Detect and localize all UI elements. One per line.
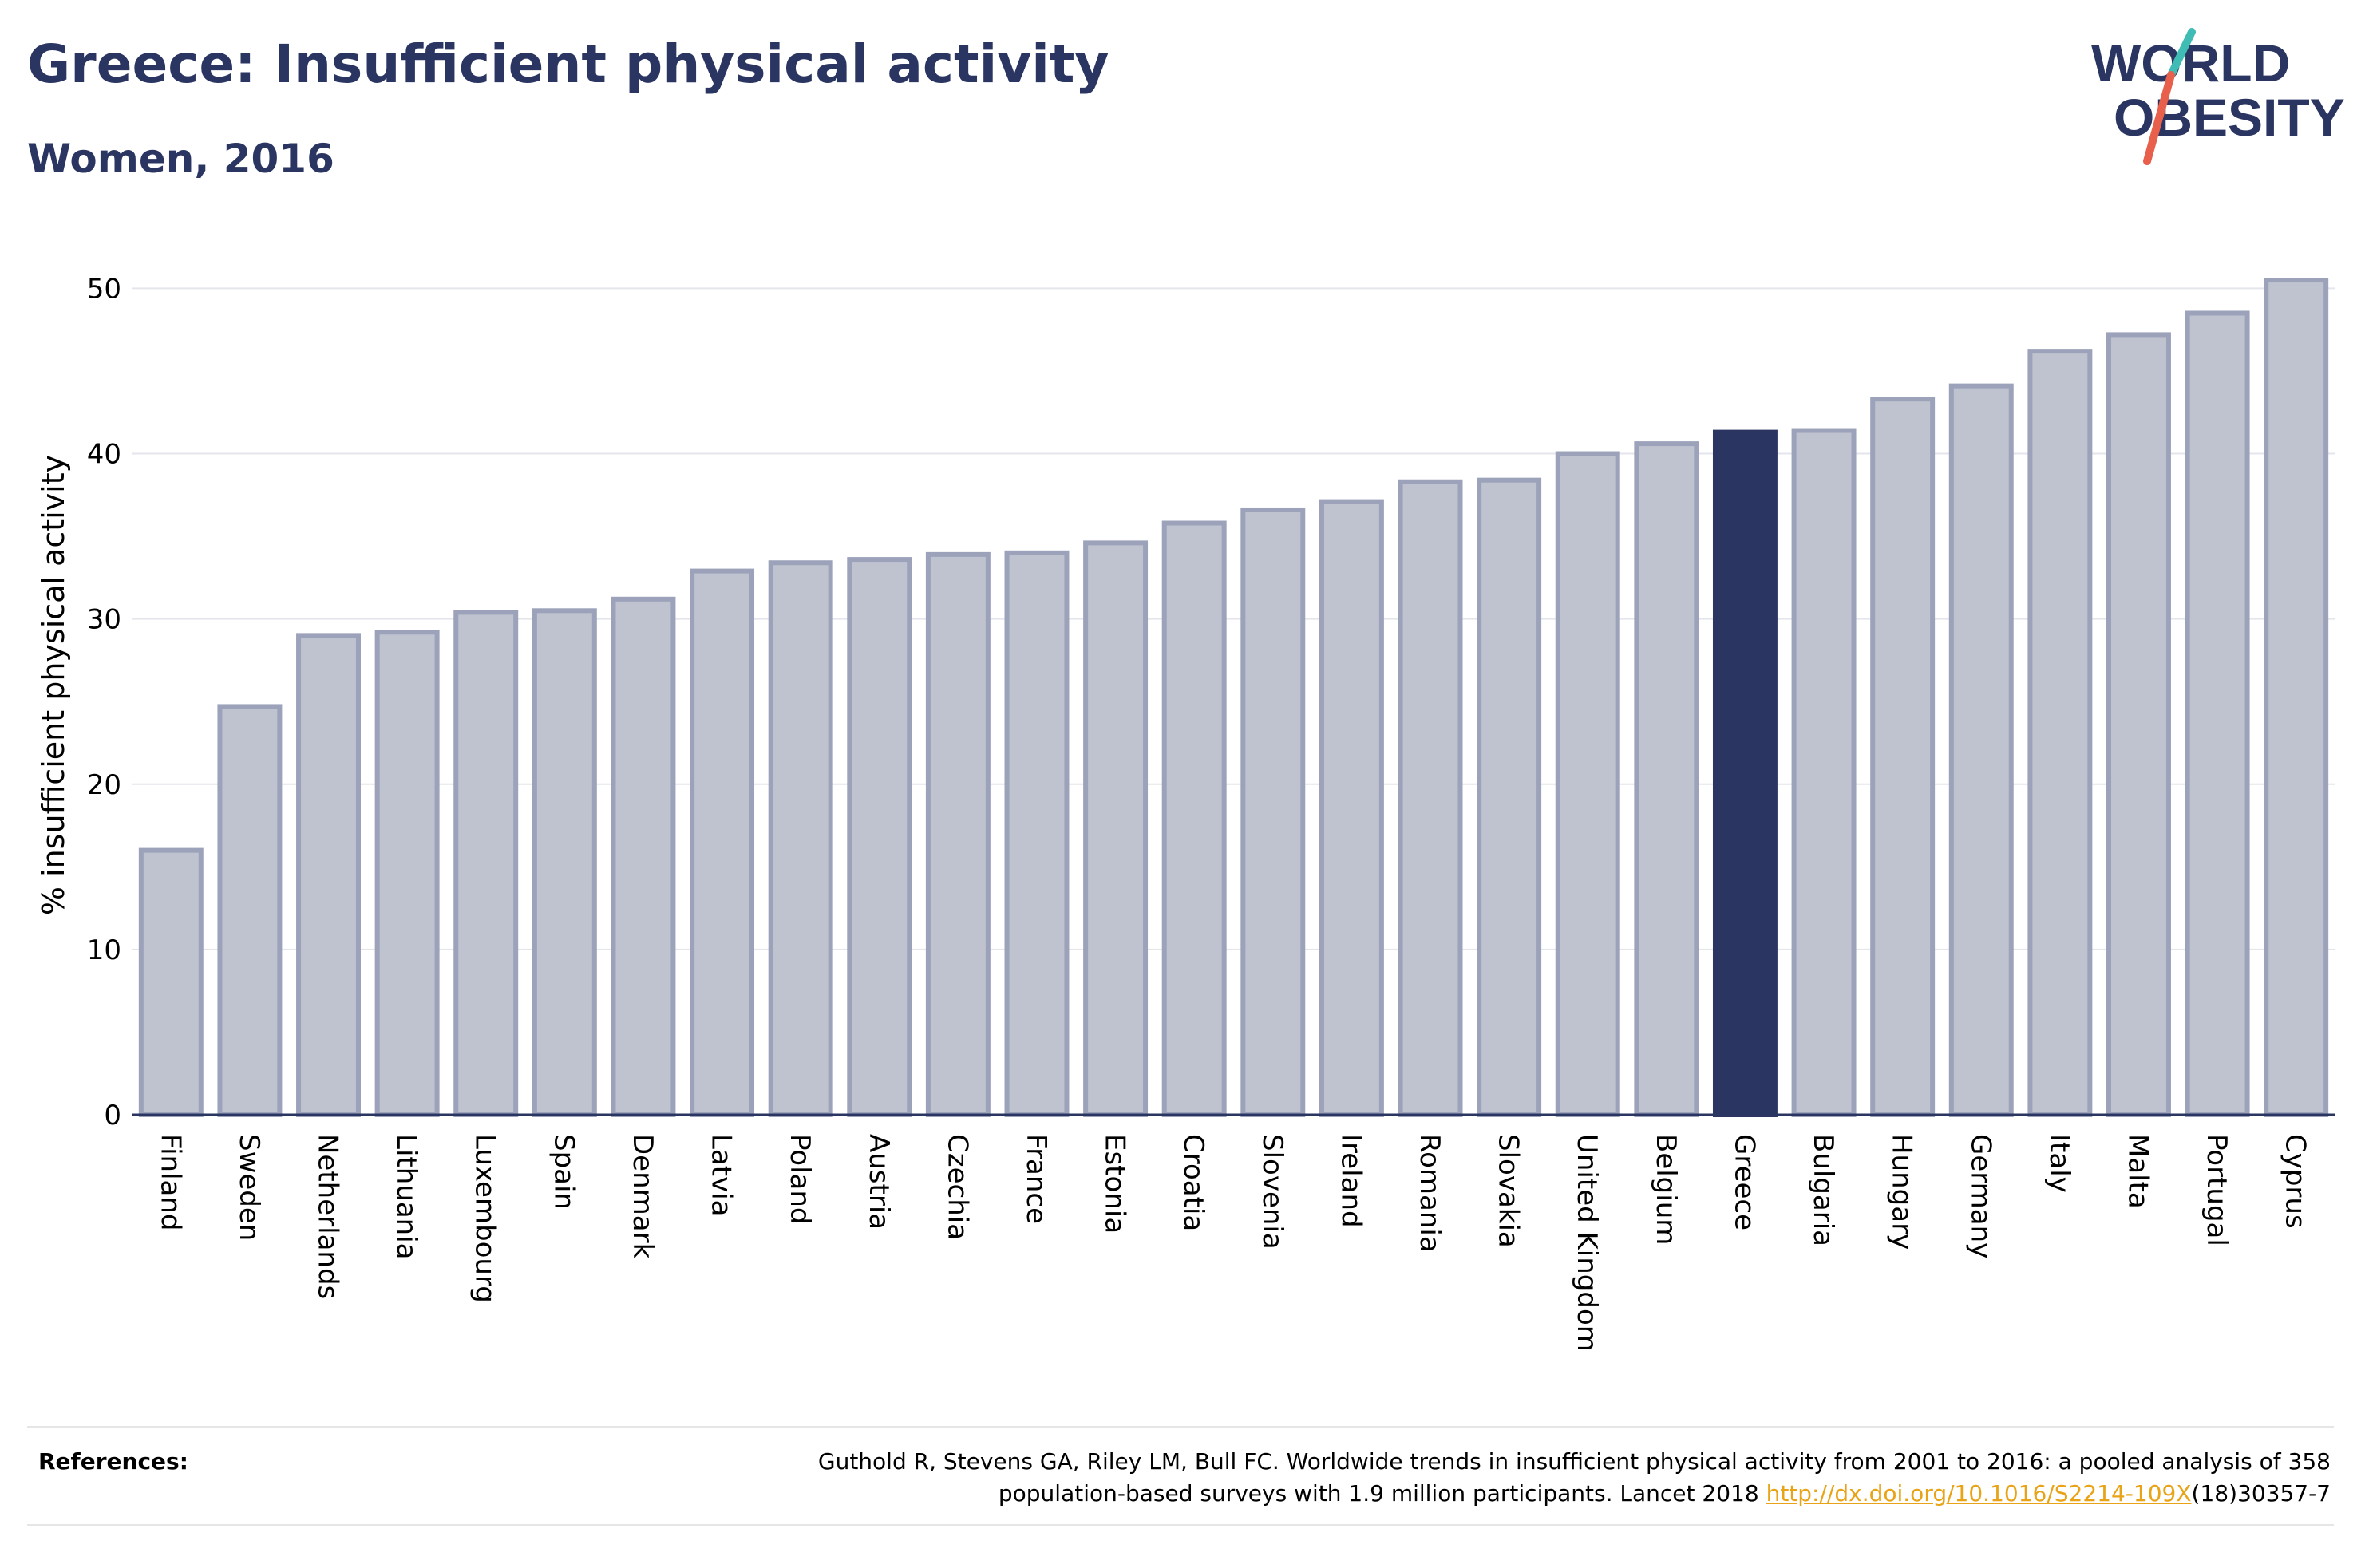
y-tick-label: 40 (87, 439, 121, 471)
bar-hungary (1870, 397, 1936, 1118)
x-tick-label: Croatia (1177, 1134, 1209, 1231)
x-tick-label: Denmark (627, 1134, 658, 1259)
x-tick-label: France (1020, 1134, 1052, 1224)
x-tick-label: Slovenia (1256, 1134, 1288, 1250)
chart-title: Greece: Insufficient physical activity (27, 34, 1109, 95)
bar-portugal (2185, 310, 2250, 1118)
x-tick-label: Italy (2043, 1134, 2075, 1193)
bar-france (1004, 550, 1070, 1117)
x-tick-label: Slovakia (1493, 1134, 1525, 1248)
x-tick-label: Luxembourg (469, 1134, 501, 1303)
bar-latvia (690, 568, 755, 1117)
references-text: Guthold R, Stevens GA, Riley LM, Bull FC… (495, 1446, 2331, 1510)
bar-italy (2027, 349, 2093, 1117)
y-tick-label: 0 (104, 1100, 121, 1132)
world-obesity-logo: WORLD OBESITY (2091, 28, 2345, 165)
bar-malta (2106, 332, 2171, 1117)
bar-belgium (1634, 441, 1699, 1117)
x-tick-label: Estonia (1099, 1134, 1131, 1234)
y-tick-label: 20 (87, 769, 121, 801)
x-tick-label: Malta (2122, 1134, 2153, 1209)
bar-sweden (217, 704, 283, 1117)
y-axis-ticks: 0 10 20 30 40 50 (87, 273, 121, 1132)
bar-greece (1712, 429, 1778, 1117)
x-tick-label: Austria (863, 1134, 895, 1230)
bar-slovenia (1240, 507, 1306, 1117)
x-tick-label: Bulgaria (1807, 1134, 1839, 1246)
bar-romania (1398, 479, 1463, 1117)
x-tick-label: Lithuania (390, 1134, 422, 1259)
references-line2-end: (18)30357-7 (2191, 1480, 2331, 1507)
y-axis-title: % insufficient physical activity (36, 455, 71, 915)
chart-subtitle: Women, 2016 (27, 136, 334, 182)
x-tick-label: Spain (548, 1134, 579, 1210)
x-tick-label: Latvia (706, 1134, 738, 1217)
bar-cyprus (2264, 278, 2329, 1118)
references-label: References: (38, 1448, 188, 1475)
bar-finland (138, 847, 204, 1117)
bar-netherlands (296, 633, 361, 1117)
x-tick-label: United Kingdom (1571, 1134, 1603, 1352)
bar-united-kingdom (1555, 451, 1620, 1117)
x-tick-label: Finland (154, 1134, 186, 1231)
logo-slash-bottom (2143, 71, 2175, 165)
bar-croatia (1161, 520, 1227, 1117)
x-tick-label: Cyprus (2280, 1134, 2312, 1229)
bar-ireland (1319, 499, 1384, 1117)
references-top-divider (27, 1426, 2334, 1428)
logo-slash-top (2167, 28, 2196, 79)
x-tick-label: Germany (1964, 1134, 1996, 1258)
bar-poland (768, 560, 833, 1117)
x-tick-label: Czechia (941, 1134, 973, 1240)
y-tick-label: 30 (87, 604, 121, 636)
bar-luxembourg (453, 610, 519, 1117)
bar-spain (532, 608, 597, 1117)
x-tick-label: Poland (784, 1134, 816, 1225)
bar-chart: 0 10 20 30 40 50 Finland Sweden Netherlands Lith… (36, 273, 2335, 1352)
references-line2: population-based surveys with 1.9 millio… (998, 1480, 1766, 1507)
references-doi-link[interactable]: http://dx.doi.org/10.1016/S2214-109X (1766, 1480, 2192, 1507)
bar-denmark (611, 596, 676, 1117)
x-axis-labels: Finland Sweden Netherlands Lithuania Luxembo… (154, 1134, 2311, 1352)
x-tick-label: Romania (1414, 1134, 1445, 1253)
x-tick-label: Greece (1728, 1134, 1760, 1230)
bar-austria (847, 557, 912, 1117)
references-bottom-divider (27, 1524, 2334, 1526)
bar-slovakia (1477, 477, 1542, 1117)
x-tick-label: Portugal (2201, 1134, 2232, 1246)
x-tick-label: Ireland (1335, 1134, 1366, 1228)
x-tick-label: Netherlands (312, 1134, 344, 1299)
x-tick-label: Hungary (1886, 1134, 1918, 1250)
references-line1: Guthold R, Stevens GA, Riley LM, Bull FC… (817, 1448, 2331, 1475)
bar-lithuania (374, 630, 440, 1117)
bar-germany (1948, 383, 2014, 1117)
x-tick-label: Belgium (1650, 1134, 1682, 1245)
x-tick-label: Sweden (233, 1134, 265, 1241)
y-tick-label: 10 (87, 934, 121, 966)
bar-estonia (1083, 540, 1149, 1117)
bars (138, 278, 2329, 1118)
bar-bulgaria (1791, 428, 1857, 1117)
bar-czechia (925, 551, 991, 1117)
y-tick-label: 50 (87, 273, 121, 305)
